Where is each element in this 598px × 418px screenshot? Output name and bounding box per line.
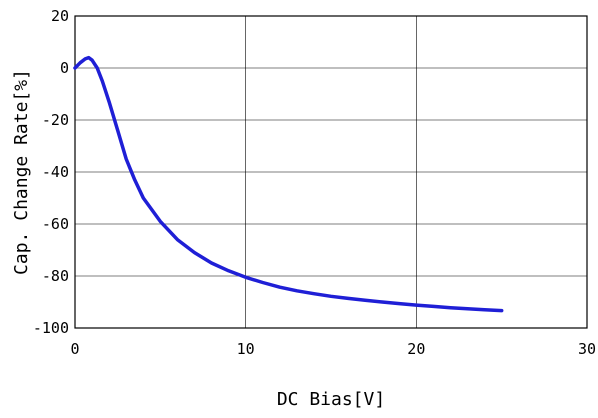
x-axis-ticks: 0 10 20 30 (70, 340, 596, 358)
series-line (73, 55, 504, 313)
x-tick-label: 10 (237, 340, 255, 358)
y-tick-label: -20 (42, 111, 69, 129)
y-axis-label: Cap. Change Rate[%] (11, 69, 32, 275)
plot-frame (74, 15, 588, 329)
y-tick-label: -60 (42, 215, 69, 233)
x-axis-label: DC Bias[V] (277, 389, 385, 410)
x-tick-label: 30 (578, 340, 596, 358)
y-tick-label: -80 (42, 267, 69, 285)
y-tick-label: -100 (33, 319, 69, 337)
y-axis-ticks: 20 0 -20 -40 -60 -80 -100 (33, 7, 69, 337)
y-tick-label: 0 (60, 59, 69, 77)
x-tick-label: 0 (70, 340, 79, 358)
grid-lines (75, 16, 587, 328)
y-tick-label: -40 (42, 163, 69, 181)
x-tick-label: 20 (407, 340, 425, 358)
y-tick-label: 20 (51, 7, 69, 25)
